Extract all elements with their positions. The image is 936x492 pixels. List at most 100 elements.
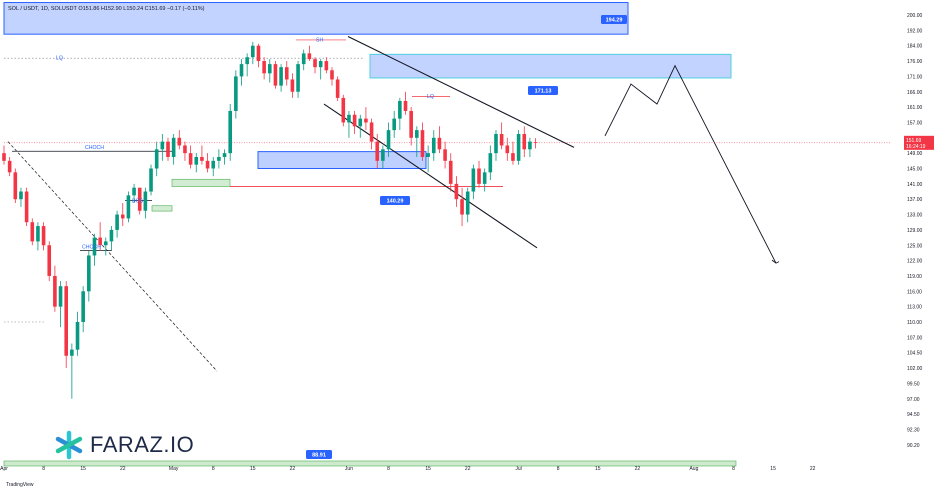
time-tick-label: 8 xyxy=(212,466,215,472)
candle-body xyxy=(318,61,323,68)
demand-zone-green-upper xyxy=(171,178,231,187)
candle-59 xyxy=(335,76,340,101)
time-tick-label: 22 xyxy=(465,466,471,472)
candle-body xyxy=(347,114,351,123)
candle-body xyxy=(160,141,165,150)
faraz-logo: FARAZ.IO xyxy=(54,430,194,460)
candle-0 xyxy=(2,145,6,165)
time-tick-label: Apr xyxy=(0,466,8,472)
candle-body xyxy=(137,187,142,211)
candle-37 xyxy=(211,156,216,177)
projected-path xyxy=(604,64,777,264)
price-tick-label: 161.00 xyxy=(907,105,923,111)
candle-body xyxy=(13,172,18,200)
candle-83 xyxy=(471,164,476,200)
lq-label-mid: LQ xyxy=(427,94,434,100)
time-tick-label: 22 xyxy=(120,466,126,472)
candle-body xyxy=(352,114,357,127)
candle-63 xyxy=(358,114,363,138)
zone-label-top-text: 194.29 xyxy=(606,18,623,24)
candle-22 xyxy=(126,191,131,223)
candle-6 xyxy=(36,222,40,251)
candle-body xyxy=(200,156,204,161)
time-tick-label: Jul xyxy=(515,466,521,472)
candle-82 xyxy=(465,187,470,223)
time-tick-label: 15 xyxy=(770,466,776,472)
candle-body xyxy=(313,59,317,68)
candle-32 xyxy=(183,141,187,161)
candle-25 xyxy=(143,187,148,219)
candle-body xyxy=(454,183,459,200)
candle-76 xyxy=(431,130,436,161)
last-price-text: 151.69 xyxy=(906,138,922,144)
candle-body xyxy=(75,322,80,350)
candle-body xyxy=(132,187,136,196)
candle-body xyxy=(273,64,278,86)
candle-3 xyxy=(19,187,23,207)
candle-62 xyxy=(352,110,357,134)
candle-body xyxy=(307,53,312,60)
candle-body xyxy=(431,137,436,154)
candle-body xyxy=(205,160,210,169)
candle-body xyxy=(19,191,23,200)
candle-body xyxy=(103,241,108,246)
candle-body xyxy=(409,110,413,138)
price-tick-label: 184.00 xyxy=(907,44,923,50)
candle-body xyxy=(284,67,289,80)
candles-group xyxy=(2,41,538,399)
demand-zone-green-lower xyxy=(151,205,173,212)
zone-label-top-bg xyxy=(601,15,627,24)
candle-body xyxy=(465,191,470,215)
candle-71 xyxy=(403,91,408,115)
candle-17 xyxy=(98,222,102,251)
candle-64 xyxy=(364,107,368,131)
candle-47 xyxy=(267,59,272,83)
candle-body xyxy=(403,100,408,111)
candle-36 xyxy=(205,153,210,173)
price-tick-label: 97.00 xyxy=(907,397,920,403)
zone-label-low-bg xyxy=(380,196,410,205)
candle-50 xyxy=(284,61,289,86)
candle-body xyxy=(166,141,170,157)
candle-body xyxy=(183,145,187,154)
candle-body xyxy=(511,153,515,161)
candle-90 xyxy=(511,141,515,165)
candle-body xyxy=(92,237,97,256)
candle-body xyxy=(211,160,216,169)
demand-zone-blue xyxy=(257,151,427,170)
time-tick-label: 8 xyxy=(42,466,45,472)
time-tick-label: 15 xyxy=(595,466,601,472)
candle-23 xyxy=(132,183,136,204)
candle-body xyxy=(494,133,498,154)
candle-2 xyxy=(13,168,18,204)
candle-body xyxy=(471,168,476,192)
time-tick-label: Aug xyxy=(689,466,698,472)
lq-label-top: LQ xyxy=(56,56,63,62)
price-tick-label: 110.00 xyxy=(907,320,922,326)
candle-body xyxy=(375,141,380,161)
zone-label-mid-text: 171.13 xyxy=(535,89,552,95)
supply-zone-mid xyxy=(369,53,732,79)
time-tick-label: 15 xyxy=(250,466,256,472)
chart-header: SOL / USDT, 1D, SOLUSDT O151.86 H152.90 … xyxy=(8,6,205,12)
candle-body xyxy=(228,110,232,154)
candle-88 xyxy=(499,122,504,150)
time-tick-label: 22 xyxy=(290,466,296,472)
candle-body xyxy=(217,156,221,161)
bos-label: BOS xyxy=(132,198,143,204)
candle-body xyxy=(251,45,255,58)
candle-body xyxy=(256,45,261,62)
tradingview-footer: TradingView xyxy=(6,482,34,488)
candle-body xyxy=(358,118,363,127)
candle-30 xyxy=(171,133,176,165)
candle-18 xyxy=(103,237,108,256)
candle-69 xyxy=(392,110,396,138)
candle-57 xyxy=(324,57,329,74)
candle-body xyxy=(369,122,374,142)
candle-body xyxy=(47,245,52,276)
candle-26 xyxy=(149,164,153,196)
candle-body xyxy=(143,191,148,211)
price-tick-label: 104.50 xyxy=(907,351,923,357)
candle-86 xyxy=(488,145,493,181)
